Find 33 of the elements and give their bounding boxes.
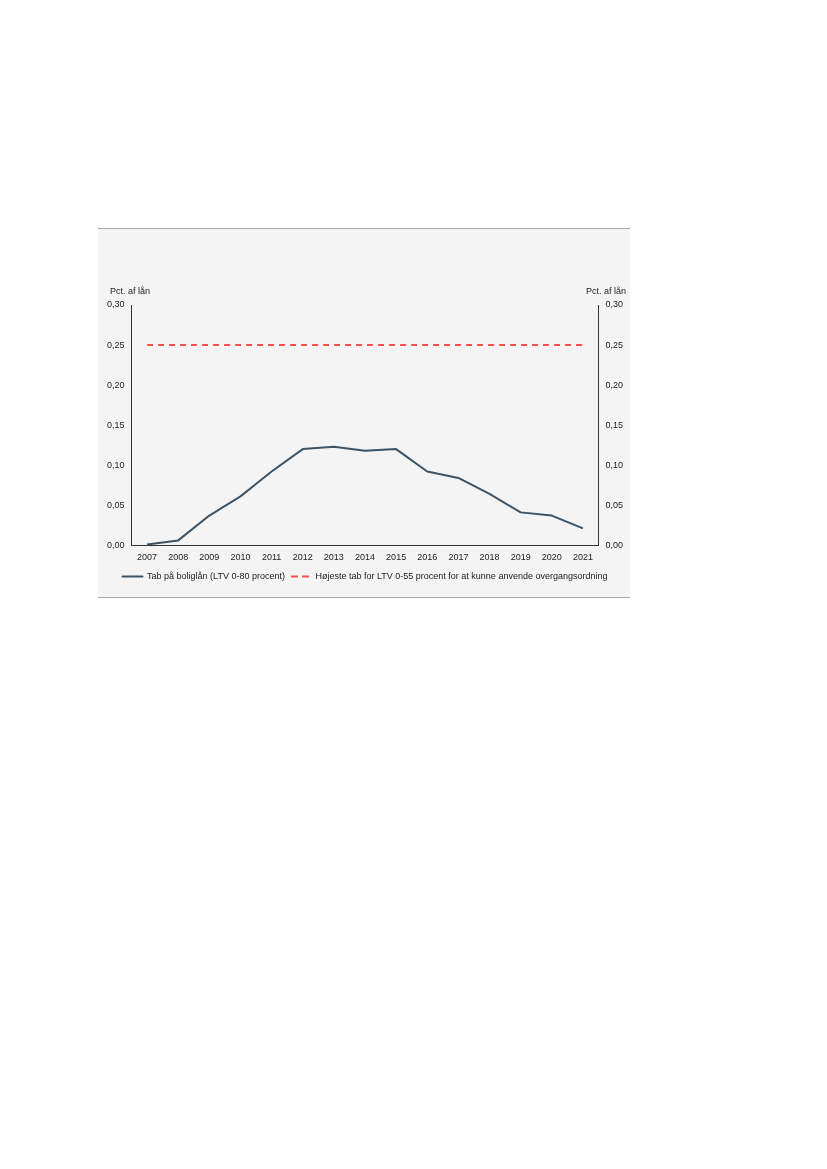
x-tick-label: 2017: [448, 552, 469, 563]
y2-tick-label: 0,05: [605, 499, 624, 510]
y-tick-label: 0,20: [106, 379, 125, 390]
x-tick-label: 2009: [199, 552, 220, 563]
y2-tick-label: 0,00: [605, 539, 624, 550]
y-tick-label: 0,05: [106, 499, 125, 510]
legend-label: Tab på boliglån (LTV 0-80 procent): [147, 570, 285, 581]
y2-tick-label: 0,20: [605, 379, 624, 390]
y-axis-title: Pct. af lån: [110, 285, 151, 296]
y-tick-label: 0,15: [106, 419, 125, 430]
x-tick-label: 2007: [137, 552, 158, 563]
y-tick-label: 0,00: [106, 539, 125, 550]
x-tick-label: 2008: [168, 552, 189, 563]
x-tick-label: 2018: [479, 552, 500, 563]
x-tick-label: 2019: [510, 552, 531, 563]
x-tick-label: 2014: [354, 552, 376, 563]
x-tick-label: 2010: [230, 552, 251, 563]
y2-tick-label: 0,10: [605, 459, 624, 470]
x-tick-label: 2021: [572, 552, 593, 563]
legend-label: Højeste tab for LTV 0-55 procent for at kunne anvende overgangsordning: [315, 570, 608, 581]
x-tick-label: 2013: [323, 552, 344, 563]
y2-axis-title: Pct. af lån: [585, 285, 626, 296]
y-tick-label: 0,30: [106, 299, 125, 310]
x-tick-label: 2015: [386, 552, 407, 563]
y2-tick-label: 0,30: [605, 299, 624, 310]
x-tick-label: 2016: [417, 552, 438, 563]
x-tick-label: 2012: [292, 552, 313, 563]
y2-tick-label: 0,25: [605, 339, 624, 350]
y-tick-label: 0,25: [106, 339, 125, 350]
y2-tick-label: 0,15: [605, 419, 624, 430]
x-tick-label: 2020: [541, 552, 562, 563]
x-tick-label: 2011: [261, 552, 282, 563]
y-tick-label: 0,10: [106, 459, 125, 470]
